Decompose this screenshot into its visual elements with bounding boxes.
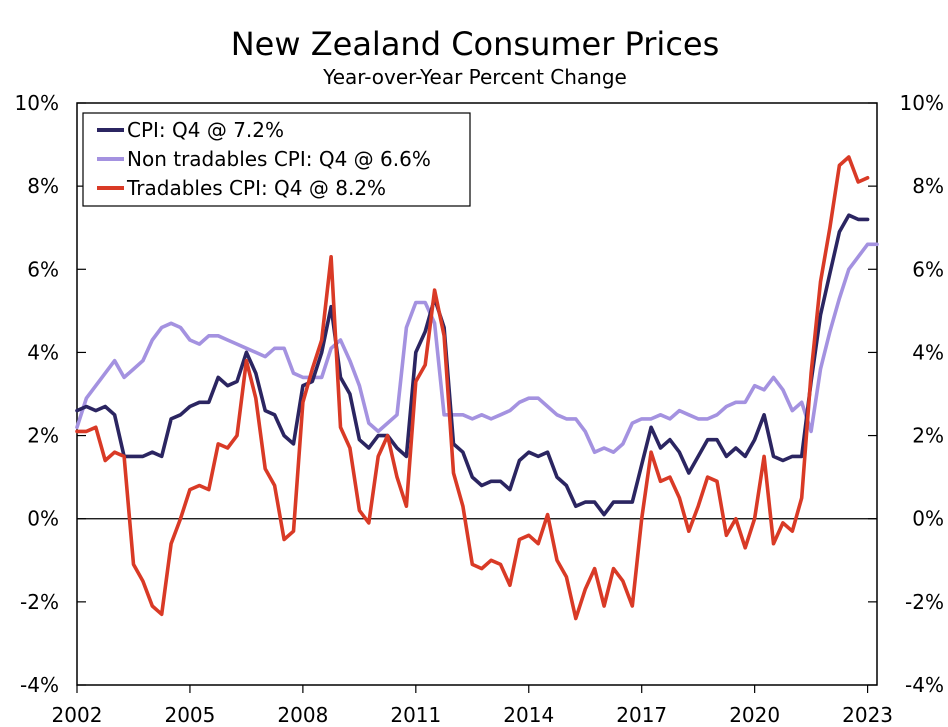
series-layer [75,155,879,621]
x-tick-label: 2020 [729,703,780,727]
x-tick-label: 2005 [164,703,215,727]
y-tick-label-right: 10% [900,91,944,115]
y-tick-label-right: -4% [905,673,944,697]
y-tick-label-left: -2% [20,590,59,614]
plot-area-frame [76,102,878,686]
y-axis-ticks: 10% 10% 8% 8% 6% 6% 4% 4% 2% 2% 0% 0% -2% -2% -4% -4% [15,91,944,697]
y-tick-label-left: 8% [27,174,59,198]
series-line-tradables [75,155,870,621]
y-tick-label-left: 2% [27,424,59,448]
legend-box [82,112,471,207]
y-tick-label-right: 6% [912,257,944,281]
series-line-cpi [75,213,870,517]
y-tick-label-right: 0% [912,507,944,531]
y-tick-label-right: 4% [912,340,944,364]
y-tick-label-left: 10% [15,91,59,115]
y-tick-label-left: 6% [27,257,59,281]
x-axis-ticks: 2002 2005 2008 2011 2014 2017 2020 2023 [52,685,893,727]
y-tick-label-left: 0% [27,507,59,531]
chart-subtitle: Year-over-Year Percent Change [322,65,627,89]
y-tick-label-right: 8% [912,174,944,198]
legend: CPI: Q4 @ 7.2% Non tradables CPI: Q4 @ 6… [82,112,471,207]
series-line-non-tradables [75,242,879,455]
x-tick-label: 2017 [616,703,667,727]
x-tick-label: 2014 [503,703,554,727]
y-tick-label-left: 4% [27,340,59,364]
x-tick-label: 2002 [52,703,103,727]
x-tick-label: 2008 [277,703,328,727]
legend-label-tradables: Tradables CPI: Q4 @ 8.2% [126,176,386,200]
y-tick-label-left: -4% [20,673,59,697]
y-tick-label-right: 2% [912,424,944,448]
x-tick-label: 2011 [390,703,441,727]
y-tick-label-right: -2% [905,590,944,614]
legend-label-cpi: CPI: Q4 @ 7.2% [127,118,284,142]
chart-title: New Zealand Consumer Prices [231,25,720,63]
legend-label-non-tradables: Non tradables CPI: Q4 @ 6.6% [127,147,431,171]
x-tick-label: 2023 [842,703,893,727]
